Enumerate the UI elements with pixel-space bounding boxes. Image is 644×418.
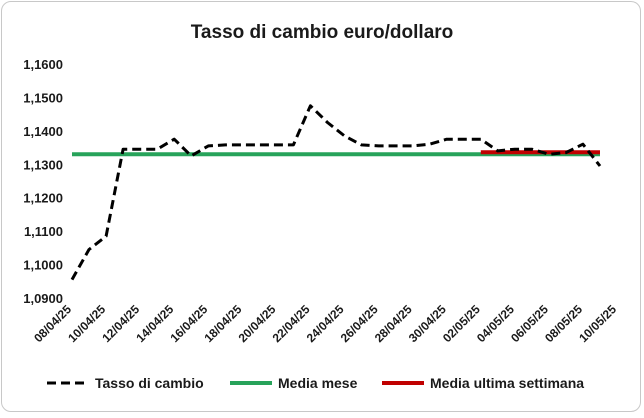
y-tick-label: 1,1000 (23, 258, 63, 273)
y-tick-label: 1,0900 (23, 291, 63, 306)
y-tick-label: 1,1100 (24, 224, 63, 239)
y-tick-label: 1,1500 (23, 90, 63, 105)
y-tick-label: 1,1300 (23, 157, 63, 172)
x-axis: 08/04/2510/04/2512/04/2514/04/2516/04/25… (31, 302, 619, 345)
y-tick-label: 1,1600 (23, 57, 63, 72)
chart-title: Tasso di cambio euro/dollaro (191, 22, 454, 43)
legend-label: Media ultima settimana (430, 375, 584, 391)
x-tick-label: 10/05/25 (576, 302, 619, 345)
legend: Tasso di cambio Media mese Media ultima se… (47, 375, 584, 391)
legend-label: Media mese (278, 375, 358, 391)
chart-frame: Tasso di cambio euro/dollaro 1,0900 1,100… (1, 1, 641, 412)
legend-label: Tasso di cambio (95, 375, 204, 391)
exchange-rate-chart: Tasso di cambio euro/dollaro 1,0900 1,100… (23, 22, 619, 391)
y-tick-label: 1,1400 (23, 124, 63, 139)
y-axis: 1,0900 1,1000 1,1100 1,1200 1,1300 1,1400 1,15… (23, 57, 63, 306)
y-tick-label: 1,1200 (23, 191, 63, 206)
series-layer (70, 104, 602, 281)
series-line-tasso-di-cambio (70, 104, 602, 281)
